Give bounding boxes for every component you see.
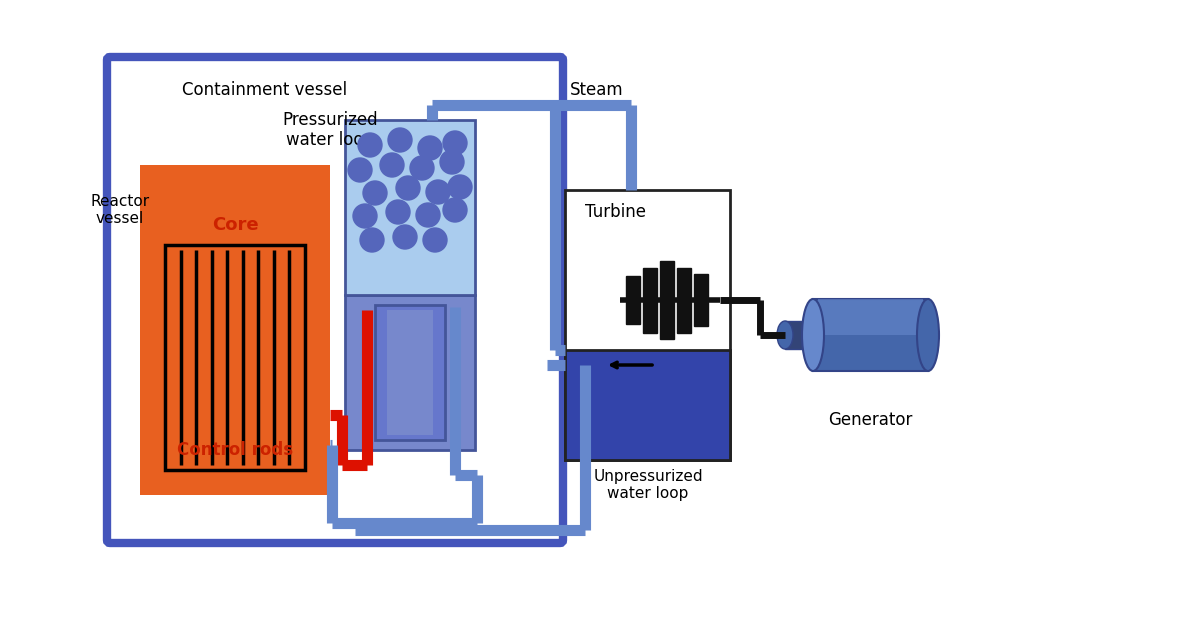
Circle shape [440, 150, 464, 174]
Text: Reactor
vessel: Reactor vessel [90, 194, 150, 226]
Circle shape [360, 228, 384, 252]
Bar [346, 120, 475, 295]
Circle shape [394, 225, 418, 249]
Circle shape [353, 204, 377, 228]
Text: Unpressurized
water loop: Unpressurized water loop [593, 469, 703, 501]
Text: Pressurized
water loop: Pressurized water loop [282, 110, 378, 149]
Bar [166, 245, 305, 470]
Text: Core: Core [211, 216, 258, 234]
Circle shape [426, 180, 450, 204]
Bar [374, 305, 445, 440]
Circle shape [396, 176, 420, 200]
Ellipse shape [917, 299, 940, 371]
Text: Turbine: Turbine [586, 203, 646, 221]
Circle shape [358, 133, 382, 157]
Bar [565, 190, 730, 460]
Bar [677, 268, 691, 333]
Circle shape [448, 175, 472, 199]
Circle shape [416, 203, 440, 227]
Circle shape [388, 128, 412, 152]
Bar [565, 350, 730, 460]
Text: Containment vessel: Containment vessel [182, 81, 348, 99]
Text: Steam: Steam [570, 81, 624, 99]
Circle shape [380, 153, 404, 177]
Circle shape [364, 181, 386, 205]
Bar [140, 165, 330, 495]
Text: Control rods: Control rods [176, 441, 293, 459]
Circle shape [418, 136, 442, 160]
Bar [694, 274, 708, 326]
Circle shape [348, 158, 372, 182]
Text: Generator: Generator [828, 411, 912, 429]
Bar [814, 299, 928, 371]
Circle shape [386, 200, 410, 224]
Circle shape [424, 228, 446, 252]
Ellipse shape [802, 299, 824, 371]
Bar [346, 295, 475, 450]
Circle shape [443, 198, 467, 222]
Circle shape [443, 131, 467, 155]
Bar [386, 310, 433, 435]
Bar [626, 276, 640, 324]
Ellipse shape [778, 321, 793, 349]
Bar [785, 321, 814, 349]
Bar [643, 268, 658, 333]
Bar [818, 299, 923, 335]
Circle shape [410, 156, 434, 180]
FancyBboxPatch shape [107, 57, 563, 543]
Bar [660, 261, 674, 339]
